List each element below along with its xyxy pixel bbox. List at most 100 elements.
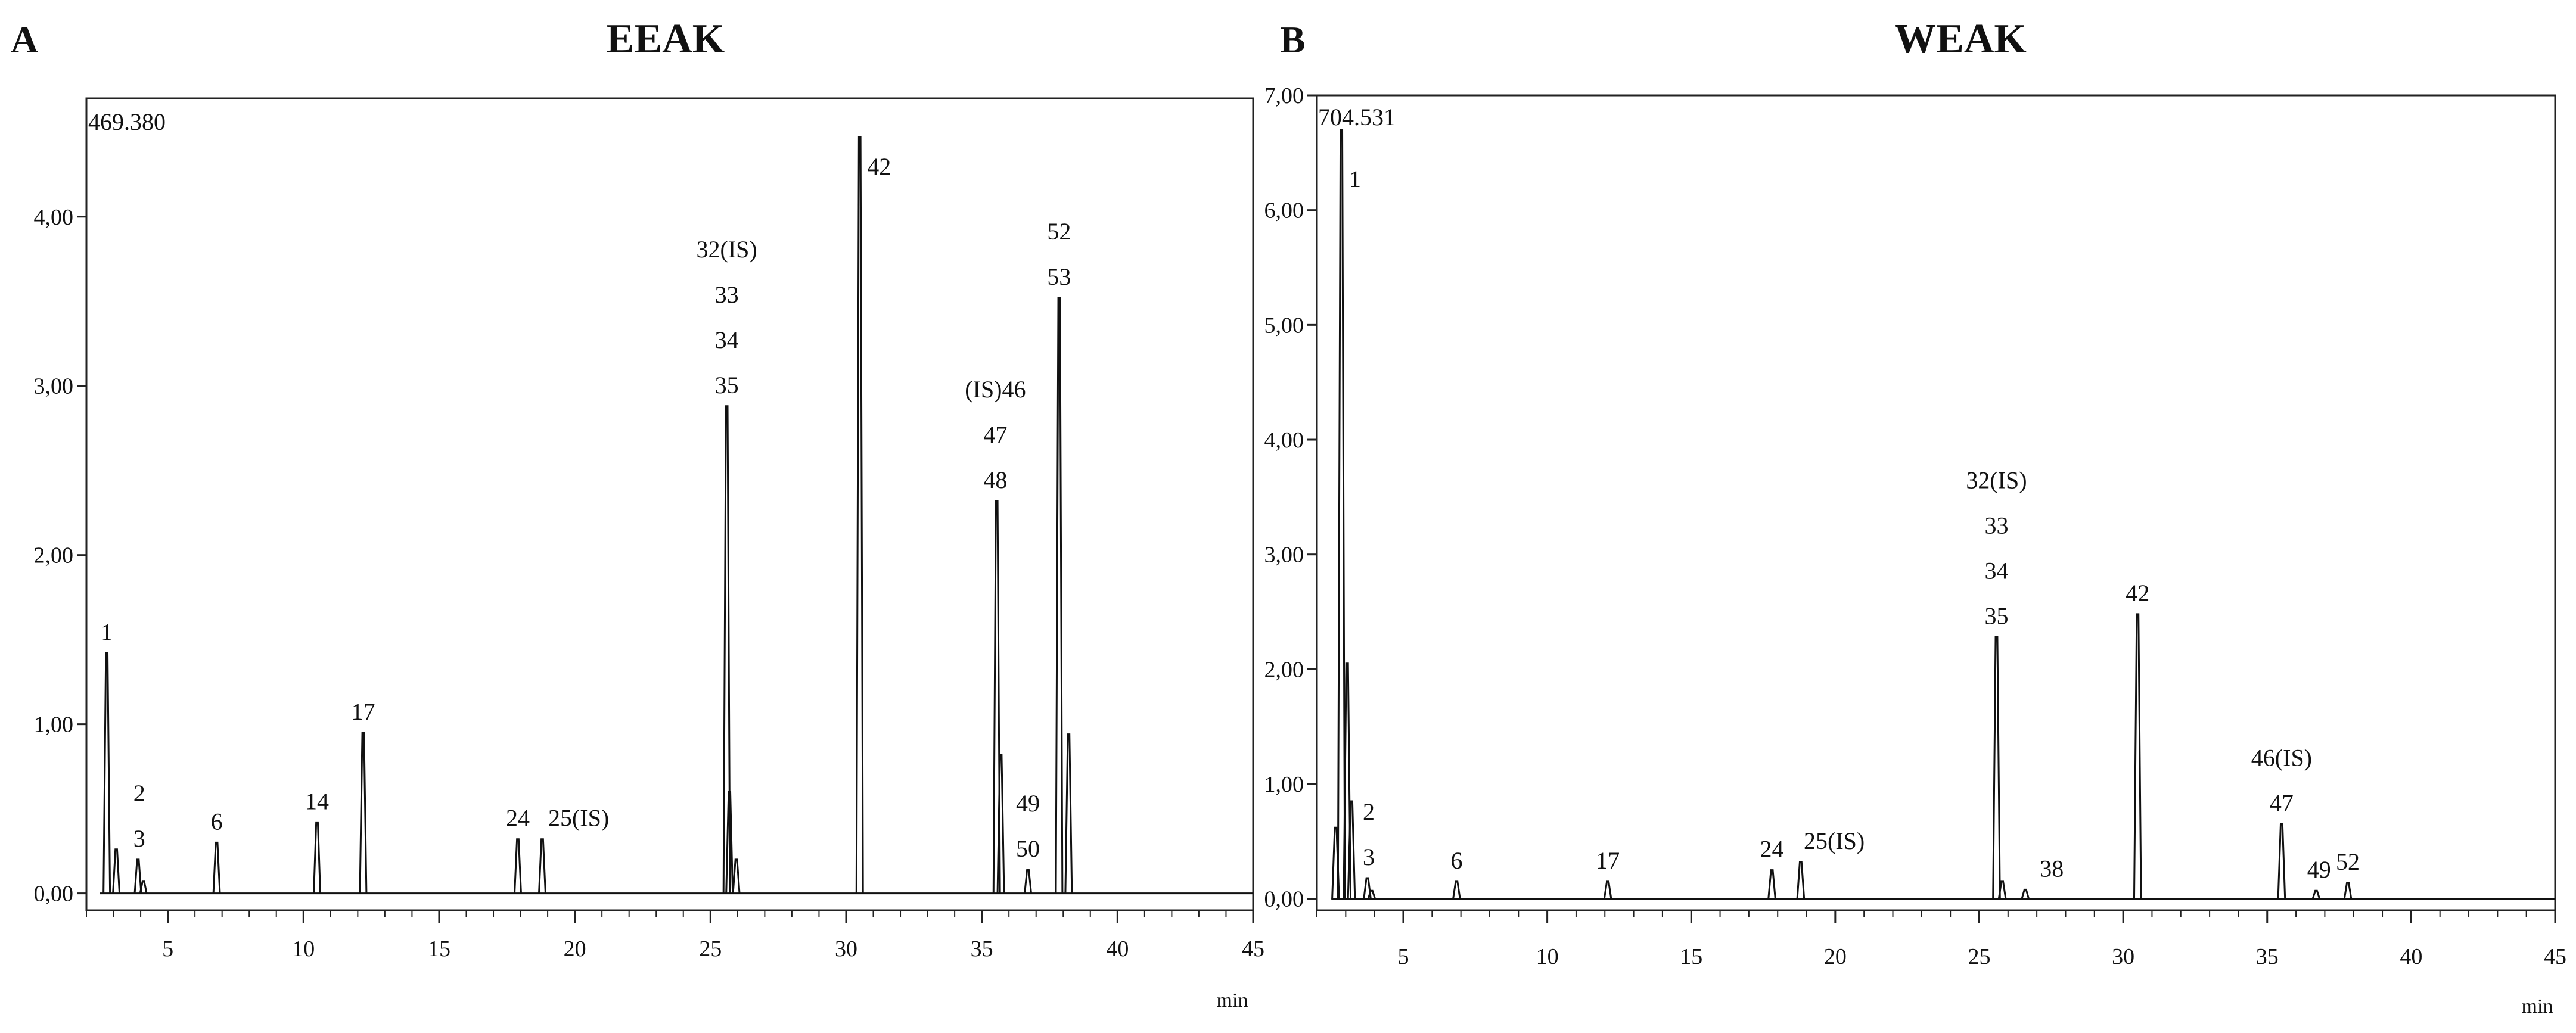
- x-tick-label: 45: [2544, 944, 2566, 969]
- chromatogram-peak: [212, 841, 221, 894]
- peak-label: 46(IS): [2251, 744, 2312, 771]
- peak-label: 42: [867, 153, 891, 180]
- chromatogram-peak: [1603, 880, 1612, 899]
- peak-label: 34: [1984, 557, 2008, 584]
- y-tick-label: 3,00: [1264, 543, 1304, 568]
- chromatogram-peak: [538, 838, 546, 894]
- y-tick-label: 2,00: [34, 543, 74, 568]
- peak-label: 47: [983, 421, 1007, 448]
- peak-label: 35: [715, 372, 739, 399]
- y-tick-label: 4,00: [1264, 428, 1304, 453]
- chart-panel-b: B WEAK 0,00 1,00 2,00 3,00 4,00 5,00 6,00 7,00 5 10…: [1264, 16, 2567, 1018]
- peak-label: 1: [1349, 166, 1361, 192]
- chromatogram-peak: [112, 848, 121, 894]
- plot-frame: [1316, 94, 2556, 911]
- plot-frame: [85, 97, 1254, 911]
- peak-label: 50: [1016, 835, 1040, 862]
- x-tick-label: 5: [1397, 944, 1409, 969]
- panel-letter: B: [1280, 18, 1306, 61]
- peak-label: 14: [305, 788, 329, 814]
- x-axis-label: min: [2522, 995, 2553, 1018]
- peak-label: 52: [2336, 848, 2360, 875]
- chart-title: EEAK: [607, 16, 725, 62]
- peak-label: 3: [133, 825, 145, 852]
- x-tick-label: 15: [428, 936, 450, 962]
- chromatogram-peak: [855, 136, 864, 894]
- x-tick-label: 45: [1242, 936, 1264, 962]
- chromatogram-peak: [1024, 869, 1033, 894]
- chromatogram-peak: [996, 754, 1005, 894]
- chromatogram-peak: [1363, 877, 1372, 899]
- peak-label: 49: [2307, 856, 2331, 883]
- chromatogram-peak: [992, 500, 1001, 894]
- y-tick-label: 6,00: [1264, 198, 1304, 223]
- y-tick-label: 2,00: [1264, 657, 1304, 682]
- peak-label: 38: [2040, 855, 2064, 882]
- x-tick-label: 10: [292, 936, 315, 962]
- peak-label: 42: [2126, 580, 2149, 606]
- x-tick-label: 25: [1968, 944, 1990, 969]
- peak-label: 35: [1984, 602, 2008, 629]
- chromatogram-peak: [102, 652, 111, 894]
- chromatogram-peak: [1796, 861, 1806, 899]
- corner-max-value: 704.531: [1318, 104, 1396, 130]
- y-tick-label: 4,00: [34, 205, 74, 230]
- peak-label: 1: [101, 618, 113, 645]
- x-tick-label: 20: [564, 936, 586, 962]
- peak-label: 24: [506, 805, 530, 832]
- chromatogram-peak: [1347, 800, 1356, 899]
- chromatogram-peak: [1452, 880, 1461, 899]
- x-tick-label: 35: [971, 936, 993, 962]
- chromatogram-peak: [1337, 129, 1346, 899]
- chromatogram-peak: [1343, 662, 1352, 899]
- chromatogram-peak: [2133, 613, 2142, 899]
- peak-label: 34: [715, 326, 739, 353]
- chromatogram-peak: [2343, 882, 2353, 899]
- chromatogram-peak: [1997, 880, 2007, 899]
- y-tick-label: 1,00: [1264, 772, 1304, 797]
- chromatogram-peak: [514, 838, 522, 894]
- y-tick-label: 0,00: [34, 882, 74, 907]
- x-tick-label: 30: [835, 936, 857, 962]
- x-tick-label: 40: [1106, 936, 1129, 962]
- y-tick-label: 7,00: [1264, 83, 1304, 108]
- y-tick-label: 1,00: [34, 712, 74, 738]
- y-tick-label: 0,00: [1264, 887, 1304, 912]
- chromatogram-peak: [1367, 889, 1376, 900]
- peak-label: 6: [1450, 847, 1462, 874]
- peak-label: 2: [1363, 798, 1375, 825]
- peak-label: 17: [1596, 847, 1620, 874]
- x-tick-label: 40: [2400, 944, 2422, 969]
- peak-label: 47: [2270, 789, 2294, 816]
- peak-label: 32(IS): [697, 236, 757, 263]
- chromatogram-peak: [313, 821, 322, 894]
- peak-label: 32(IS): [1966, 466, 2027, 493]
- chromatogram-peak: [732, 858, 741, 894]
- peak-label: 52: [1047, 218, 1071, 245]
- y-tick-label: 5,00: [1264, 313, 1304, 338]
- x-tick-label: 5: [162, 936, 173, 962]
- chart-panel-a: A EEAK 0,00 1,00 2,00 3,00 4,00 5 10 15 20 25 30 35 40…: [11, 16, 1264, 1012]
- chromatogram-peak: [359, 732, 368, 894]
- chromatogram-peak: [2021, 888, 2030, 900]
- peak-label: 25(IS): [1804, 827, 1865, 854]
- peak-label: 49: [1016, 790, 1040, 817]
- chromatogram-peak: [1055, 297, 1064, 894]
- peak-label: 25(IS): [548, 805, 609, 832]
- x-tick-label: 15: [1680, 944, 1702, 969]
- chromatogram-peak: [2311, 889, 2321, 900]
- x-tick-label: 10: [1536, 944, 1559, 969]
- peak-label: 2: [133, 780, 145, 807]
- chromatogram-peak: [139, 880, 148, 894]
- peak-label: 3: [1363, 844, 1375, 870]
- panel-letter: A: [11, 18, 38, 61]
- chromatogram-peak: [2277, 823, 2286, 899]
- peak-label: (IS)46: [965, 376, 1026, 403]
- peak-label: 48: [983, 466, 1007, 493]
- peak-label: 33: [1984, 512, 2008, 539]
- chromatogram-peak: [725, 791, 734, 894]
- chromatogram-peak: [1064, 733, 1073, 894]
- x-tick-label: 35: [2256, 944, 2279, 969]
- chromatogram-peak: [1992, 636, 2001, 899]
